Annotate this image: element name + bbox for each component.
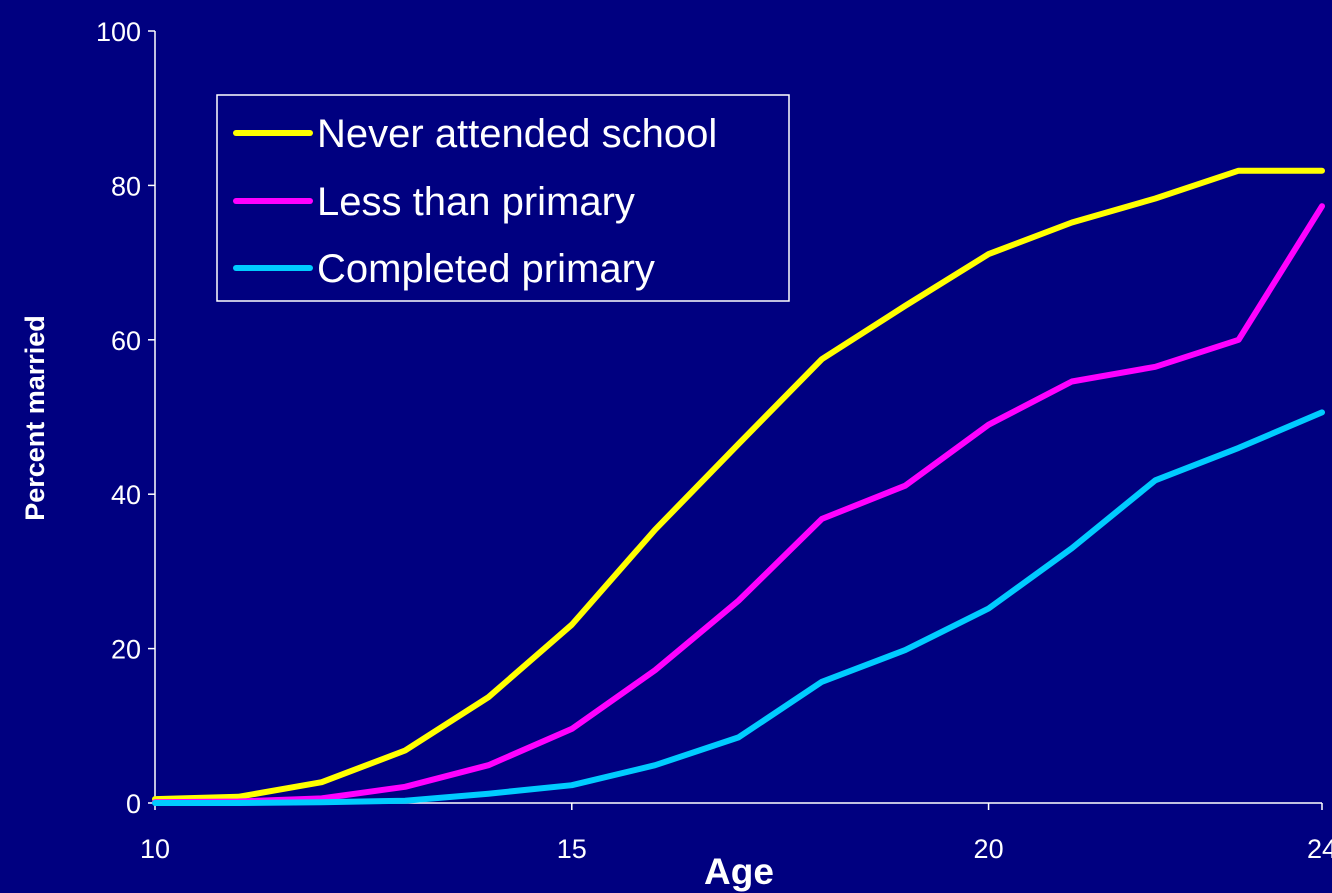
y-tick-label: 80 [111, 171, 141, 201]
y-axis-title: Percent married [20, 315, 50, 521]
legend-label: Completed primary [317, 247, 655, 291]
legend-label: Never attended school [317, 112, 717, 156]
y-tick-label: 60 [111, 326, 141, 356]
x-tick-label: 15 [557, 834, 587, 864]
y-tick-label: 20 [111, 635, 141, 665]
y-tick-label: 40 [111, 480, 141, 510]
x-tick-label: 24 [1307, 834, 1332, 864]
y-tick-label: 0 [126, 789, 141, 819]
x-tick-label: 10 [140, 834, 170, 864]
x-tick-label: 20 [974, 834, 1004, 864]
legend-label: Less than primary [317, 180, 635, 224]
x-axis-title: Age [704, 851, 774, 892]
y-tick-label: 100 [96, 17, 141, 47]
legend: Never attended school Less than primary Co… [217, 95, 789, 301]
